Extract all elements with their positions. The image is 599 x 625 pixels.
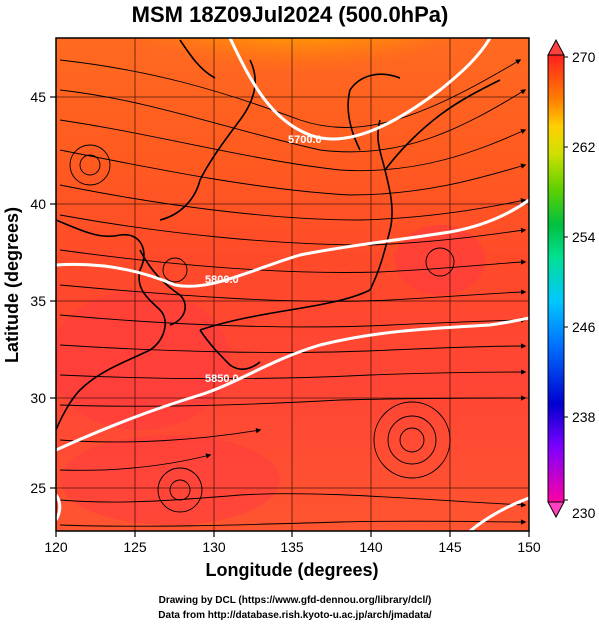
y-axis-title: Latitude (degrees) [2,207,22,363]
height-contours [56,38,529,531]
x-tick-label: 150 [517,539,541,555]
coastlines [56,39,501,431]
x-tick-label: 135 [280,539,304,555]
contour-5800 [56,198,529,288]
colorbar-label: 270 [572,49,596,65]
contour-label: 5850.0 [205,373,239,385]
colorbar-label: 246 [572,319,596,335]
map-title: MSM 18Z09Jul2024 (500.0hPa) [132,2,449,27]
y-tick-label: 35 [30,293,46,309]
x-tick-label: 125 [123,539,147,555]
x-tick-label: 145 [438,539,462,555]
y-axis [50,96,56,489]
colorbar-label: 230 [572,505,596,521]
warm-patch [60,435,280,525]
contour-5880 [469,496,529,531]
contour-5700 [228,38,492,141]
colorbar-min-arrow [547,501,565,519]
x-axis-title: Longitude (degrees) [205,560,378,580]
contour-5880 [56,494,62,521]
x-axis [55,531,530,537]
x-tick-label: 140 [359,539,383,555]
contour-label: 5800.0 [205,274,239,286]
credit-line: Drawing by DCL (https://www.gfd-dennou.o… [159,595,432,606]
colorbar-label: 262 [572,139,596,155]
plot-area: 5700.0 5800.0 5850.0 [56,38,529,531]
y-tick-label: 30 [30,390,46,406]
warm-patch [56,290,230,430]
warm-patch [395,225,485,295]
colorbar-label: 254 [572,229,596,245]
y-tick-label: 40 [30,196,46,212]
colorbar-label: 238 [572,409,596,425]
streamlines [59,59,527,527]
contour-label: 5700.0 [288,134,322,146]
y-tick-label: 25 [30,480,46,496]
credit-line: Data from http://database.rish.kyoto-u.a… [158,610,432,621]
x-tick-label: 120 [44,539,68,555]
contour-5850 [56,316,529,452]
lat-lon-grid [56,38,529,531]
colorbar: 270 262 254 246 238 230 [547,38,596,521]
x-tick-label: 130 [202,539,226,555]
colorbar-ramp [547,54,565,503]
colorbar-max-arrow [547,38,565,56]
y-tick-label: 45 [30,89,46,105]
